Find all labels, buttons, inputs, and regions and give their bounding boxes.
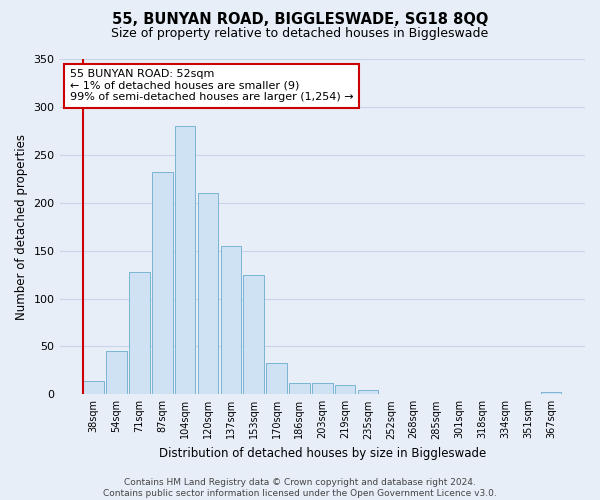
Bar	[244, 274, 264, 394]
Bar	[312, 383, 332, 394]
Bar	[129, 272, 150, 394]
Bar	[266, 362, 287, 394]
X-axis label: Distribution of detached houses by size in Biggleswade: Distribution of detached houses by size …	[158, 447, 486, 460]
Bar	[335, 384, 355, 394]
Bar	[221, 246, 241, 394]
Bar	[106, 351, 127, 395]
Bar	[358, 390, 378, 394]
Text: 55 BUNYAN ROAD: 52sqm
← 1% of detached houses are smaller (9)
99% of semi-detach: 55 BUNYAN ROAD: 52sqm ← 1% of detached h…	[70, 69, 353, 102]
Bar	[541, 392, 561, 394]
Y-axis label: Number of detached properties: Number of detached properties	[15, 134, 28, 320]
Bar	[289, 383, 310, 394]
Text: Contains HM Land Registry data © Crown copyright and database right 2024.
Contai: Contains HM Land Registry data © Crown c…	[103, 478, 497, 498]
Bar	[198, 193, 218, 394]
Text: 55, BUNYAN ROAD, BIGGLESWADE, SG18 8QQ: 55, BUNYAN ROAD, BIGGLESWADE, SG18 8QQ	[112, 12, 488, 28]
Bar	[152, 172, 173, 394]
Bar	[175, 126, 196, 394]
Text: Size of property relative to detached houses in Biggleswade: Size of property relative to detached ho…	[112, 28, 488, 40]
Bar	[83, 381, 104, 394]
